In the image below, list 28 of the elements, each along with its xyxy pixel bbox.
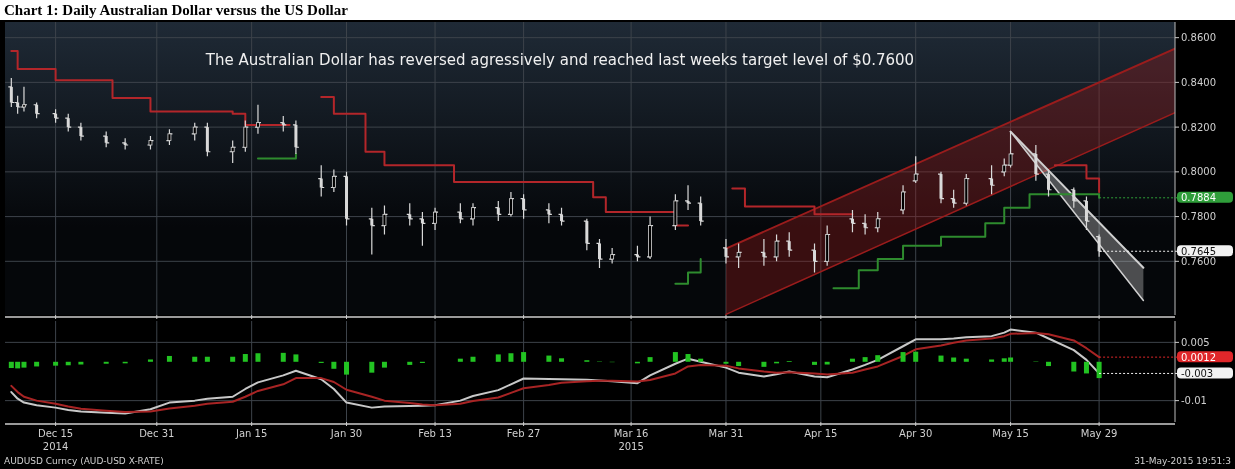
y-tick-label: 0.8600 — [1181, 32, 1216, 44]
chart-title: Chart 1: Daily Australian Dollar versus the US Dollar — [4, 2, 349, 18]
y-tick-label: 0.8400 — [1181, 76, 1216, 88]
x-tick-label: Mar 31 — [708, 428, 744, 439]
y-tick-label: 0.7600 — [1181, 255, 1216, 267]
annotation: 0.7884 — [1181, 192, 1216, 204]
x-tick-label: Mar 16 2015 — [613, 428, 649, 452]
y-tick-label: -0.01 — [1181, 395, 1207, 407]
x-tick-label: May 15 — [992, 428, 1029, 439]
annotation: 0.7645 — [1181, 245, 1216, 257]
annotation: The Australian Dollar has reversed agressively and reached last weeks target level of $0.7600 — [204, 51, 915, 69]
text: AUDUSD Curncy (AUD-USD X-RATE) — [4, 456, 164, 466]
y-tick-label: 0.7800 — [1181, 211, 1216, 223]
y-tick-label: 0.005 — [1181, 336, 1210, 348]
x-tick-label: Dec 31 — [139, 428, 175, 439]
x-tick-label: Apr 15 — [804, 428, 838, 439]
y-tick-label: 0.8000 — [1181, 166, 1216, 178]
x-tick-label: Jan 15 — [234, 428, 268, 439]
x-tick-label: Dec 15 2014 — [37, 428, 74, 452]
x-tick-label: Jan 30 — [329, 428, 363, 439]
x-tick-label: Feb 27 — [506, 428, 541, 439]
x-tick-label: Apr 30 — [899, 428, 933, 439]
text: 31-May-2015 19:51:3 — [1134, 456, 1231, 466]
x-tick-label: Feb 13 — [418, 428, 452, 439]
x-tick-label: May 29 — [1080, 428, 1118, 439]
y-tick-label: 0.8200 — [1181, 121, 1216, 133]
annotation: -0.003 — [1181, 367, 1214, 379]
annotation: 0.0012 — [1181, 351, 1216, 363]
